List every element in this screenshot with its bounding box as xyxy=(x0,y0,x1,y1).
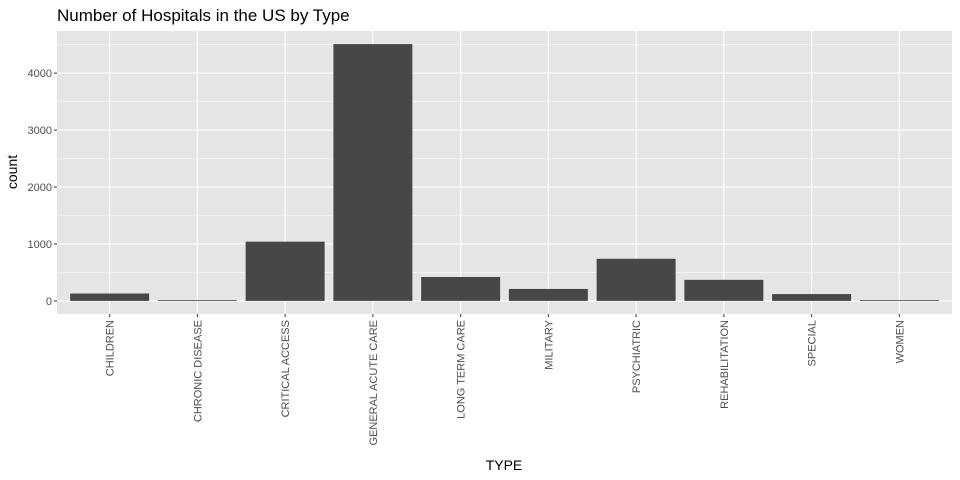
x-tick-label: CHRONIC DISEASE xyxy=(192,320,204,422)
chart-title: Number of Hospitals in the US by Type xyxy=(57,6,350,25)
y-tick-label: 2000 xyxy=(28,182,52,194)
x-tick-label: REHABILITATION xyxy=(719,320,731,409)
x-tick-label: CHILDREN xyxy=(105,320,117,376)
x-tick-label: WOMEN xyxy=(894,320,906,363)
bar xyxy=(333,44,413,301)
x-axis-ticks: CHILDREN CHRONIC DISEASE CRITICAL ACCESS GE… xyxy=(105,314,906,446)
y-tick-label: 0 xyxy=(46,296,52,308)
major-gridlines xyxy=(57,31,952,314)
y-tick-label: 4000 xyxy=(28,68,52,80)
bars xyxy=(70,44,939,302)
bar xyxy=(772,294,852,301)
y-axis-title: count xyxy=(4,155,20,189)
x-tick-label: CRITICAL ACCESS xyxy=(280,320,292,417)
y-tick-label: 3000 xyxy=(28,125,52,137)
bar xyxy=(245,241,325,301)
bar xyxy=(596,258,676,301)
x-tick-label: SPECIAL xyxy=(807,320,819,366)
bar xyxy=(70,293,150,301)
bar xyxy=(421,276,501,301)
bar xyxy=(684,279,764,301)
bar xyxy=(157,300,237,302)
x-tick-label: MILITARY xyxy=(543,319,555,369)
bar xyxy=(859,300,939,301)
x-tick-label: LONG TERM CARE xyxy=(456,320,468,419)
y-tick-label: 1000 xyxy=(28,239,52,251)
minor-gridlines xyxy=(57,44,952,273)
bar xyxy=(508,288,588,301)
plot-panel xyxy=(57,31,952,314)
x-tick-label: GENERAL ACUTE CARE xyxy=(368,320,380,446)
x-axis-title: TYPE xyxy=(486,457,523,473)
y-axis-ticks: 0 1000 2000 3000 4000 xyxy=(28,68,57,308)
x-tick-label: PSYCHIATRIC xyxy=(631,320,643,393)
